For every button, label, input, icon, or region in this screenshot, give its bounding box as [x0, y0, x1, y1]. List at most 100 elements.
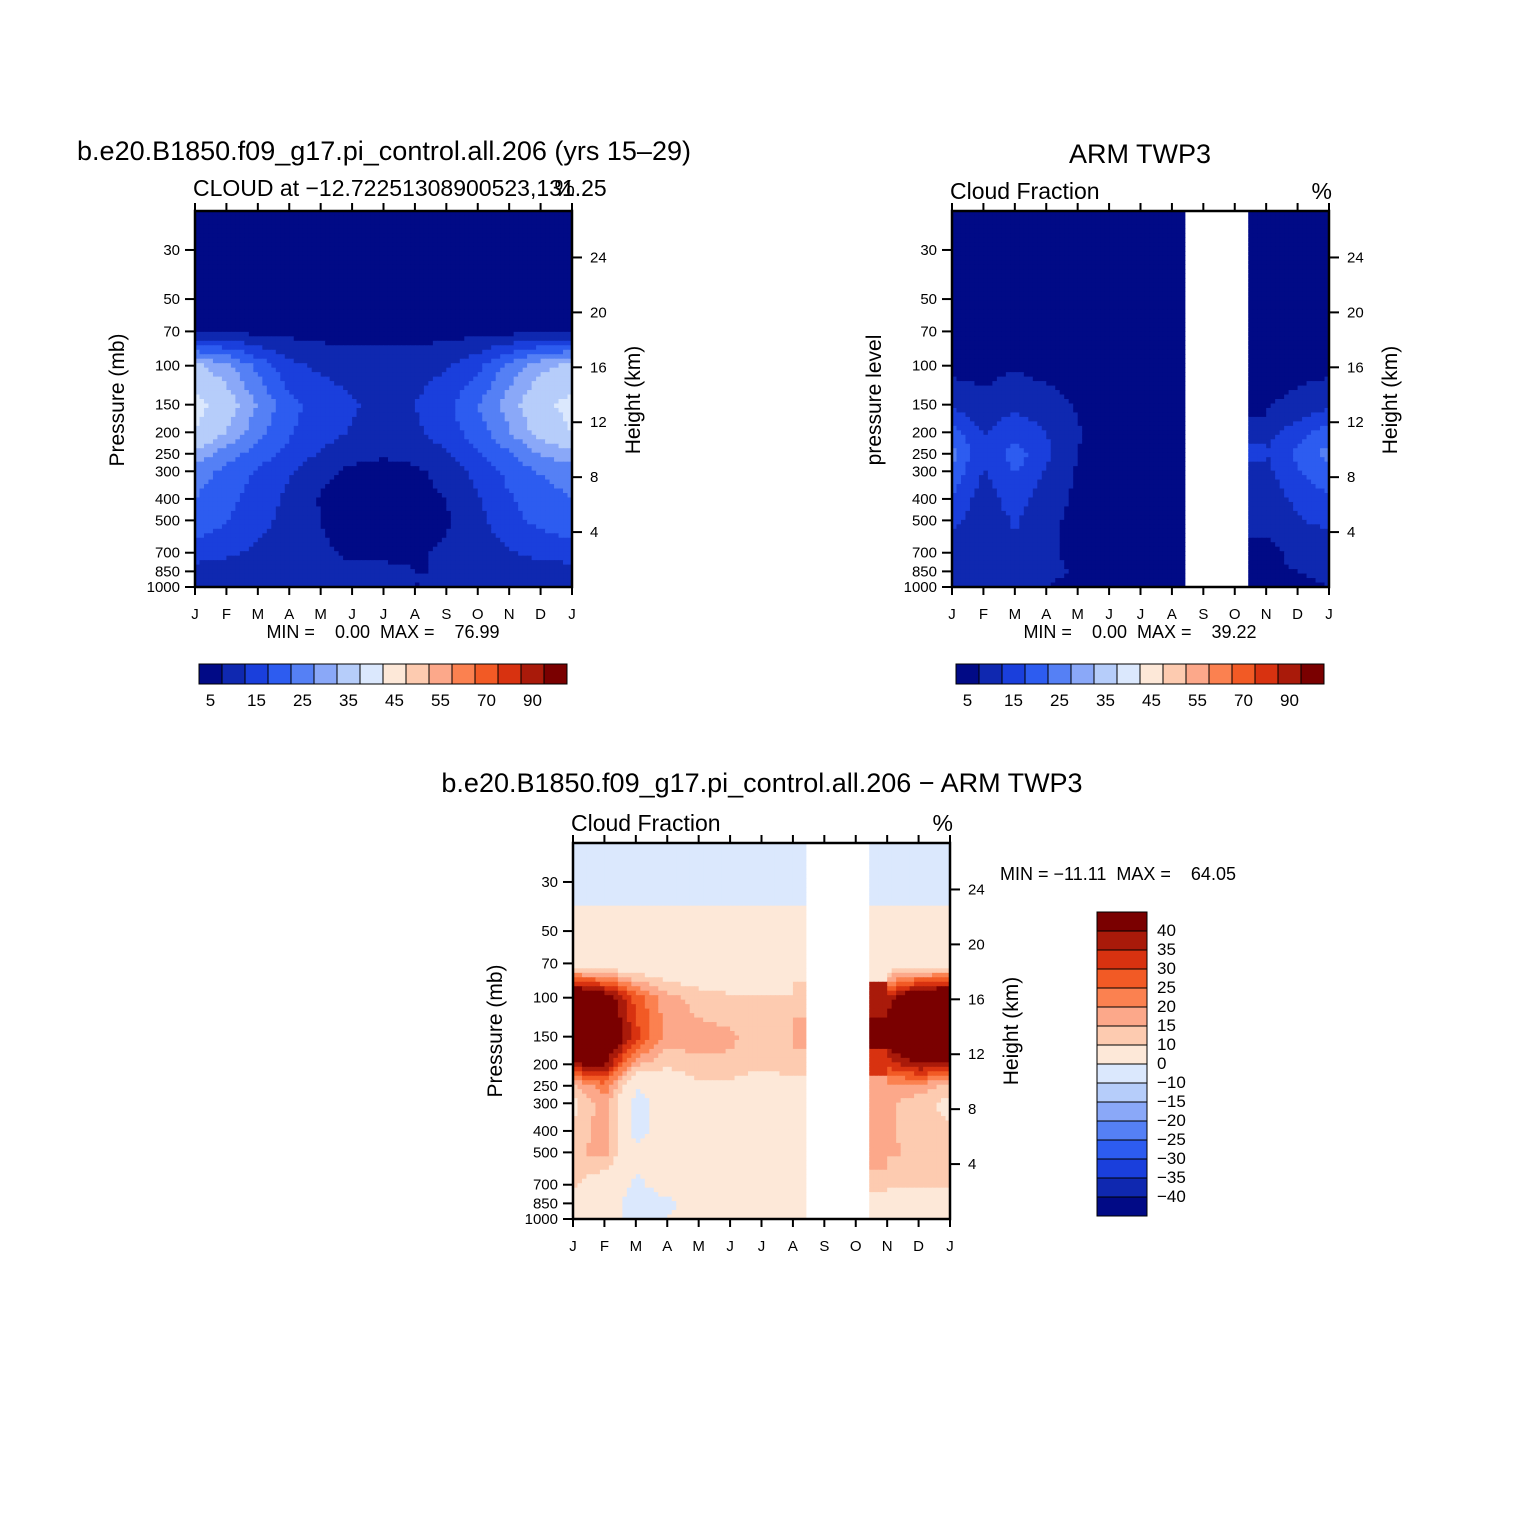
- heatmap-cell: [289, 377, 294, 382]
- heatmap-cell: [487, 323, 492, 328]
- heatmap-cell: [419, 359, 424, 364]
- heatmap-cell: [285, 448, 290, 453]
- heatmap-cell: [523, 430, 528, 435]
- heatmap-cell: [550, 220, 555, 225]
- heatmap-cell: [213, 403, 218, 408]
- heatmap-cell: [559, 233, 564, 238]
- heatmap-cell: [267, 247, 272, 252]
- heatmap-cell: [505, 354, 510, 359]
- heatmap-cell: [527, 444, 532, 449]
- heatmap-cell: [231, 309, 236, 314]
- heatmap-cell: [545, 296, 550, 301]
- heatmap-cell: [487, 224, 492, 229]
- heatmap-cell: [433, 238, 438, 243]
- heatmap-cell: [523, 412, 528, 417]
- heatmap-cell: [491, 332, 496, 337]
- heatmap-cell: [271, 233, 276, 238]
- heatmap-cell: [222, 296, 227, 301]
- heatmap-cell: [204, 390, 209, 395]
- heatmap-cell: [505, 368, 510, 373]
- heatmap-cell: [428, 430, 433, 435]
- heatmap-cell: [419, 448, 424, 453]
- heatmap-cell: [222, 278, 227, 283]
- heatmap-cell: [244, 341, 249, 346]
- heatmap-cell: [244, 229, 249, 234]
- heatmap-cell: [294, 296, 299, 301]
- heatmap-cell: [276, 457, 281, 462]
- heatmap-cell: [285, 260, 290, 265]
- heatmap-cell: [379, 332, 384, 337]
- heatmap-cell: [388, 332, 393, 337]
- heatmap-cell: [343, 386, 348, 391]
- heatmap-cell: [415, 265, 420, 270]
- heatmap-cell: [244, 323, 249, 328]
- heatmap-cell: [330, 377, 335, 382]
- heatmap-cell: [370, 238, 375, 243]
- heatmap-cell: [366, 435, 371, 440]
- heatmap-cell: [545, 309, 550, 314]
- heatmap-cell: [397, 229, 402, 234]
- heatmap-cell: [464, 421, 469, 426]
- heatmap-cell: [442, 462, 447, 467]
- heatmap-cell: [505, 336, 510, 341]
- panel-1-subtitle: CLOUD at −12.72251308900523,131.25: [193, 175, 607, 201]
- heatmap-cell: [267, 453, 272, 458]
- heatmap-cell: [397, 426, 402, 431]
- heatmap-cell: [536, 435, 541, 440]
- heatmap-cell: [312, 377, 317, 382]
- heatmap-cell: [258, 350, 263, 355]
- heatmap-cell: [375, 408, 380, 413]
- heatmap-cell: [370, 435, 375, 440]
- heatmap-cell: [478, 381, 483, 386]
- heatmap-cell: [235, 233, 240, 238]
- heatmap-cell: [343, 233, 348, 238]
- heatmap-cell: [370, 323, 375, 328]
- heatmap-cell: [204, 233, 209, 238]
- heatmap-cell: [491, 354, 496, 359]
- heatmap-cell: [392, 260, 397, 265]
- heatmap-cell: [559, 292, 564, 297]
- heatmap-cell: [523, 363, 528, 368]
- heatmap-cell: [285, 390, 290, 395]
- heatmap-cell: [419, 421, 424, 426]
- heatmap-cell: [384, 256, 389, 261]
- heatmap-cell: [321, 238, 326, 243]
- heatmap-cell: [222, 287, 227, 292]
- heatmap-cell: [316, 444, 321, 449]
- heatmap-cell: [478, 412, 483, 417]
- heatmap-cell: [523, 453, 528, 458]
- heatmap-cell: [554, 301, 559, 306]
- heatmap-cell: [550, 435, 555, 440]
- heatmap-cell: [267, 475, 272, 480]
- heatmap-cell: [298, 301, 303, 306]
- heatmap-cell: [388, 399, 393, 404]
- heatmap-cell: [505, 224, 510, 229]
- heatmap-cell: [348, 229, 353, 234]
- heatmap-cell: [491, 408, 496, 413]
- heatmap-cell: [352, 466, 357, 471]
- heatmap-cell: [392, 314, 397, 319]
- heatmap-cell: [370, 421, 375, 426]
- heatmap-cell: [559, 318, 564, 323]
- heatmap-cell: [379, 386, 384, 391]
- heatmap-cell: [401, 439, 406, 444]
- heatmap-cell: [361, 301, 366, 306]
- heatmap-cell: [514, 453, 519, 458]
- heatmap-cell: [482, 462, 487, 467]
- heatmap-cell: [518, 287, 523, 292]
- heatmap-cell: [428, 412, 433, 417]
- heatmap-cell: [455, 457, 460, 462]
- heatmap-cell: [280, 408, 285, 413]
- heatmap-cell: [240, 309, 245, 314]
- heatmap-cell: [280, 332, 285, 337]
- heatmap-cell: [392, 278, 397, 283]
- heatmap-cell: [478, 332, 483, 337]
- heatmap-cell: [204, 247, 209, 252]
- heatmap-cell: [523, 260, 528, 265]
- heatmap-cell: [366, 403, 371, 408]
- heatmap-cell: [397, 341, 402, 346]
- heatmap-cell: [433, 408, 438, 413]
- heatmap-cell: [550, 448, 555, 453]
- heatmap-cell: [276, 305, 281, 310]
- heatmap-cell: [523, 439, 528, 444]
